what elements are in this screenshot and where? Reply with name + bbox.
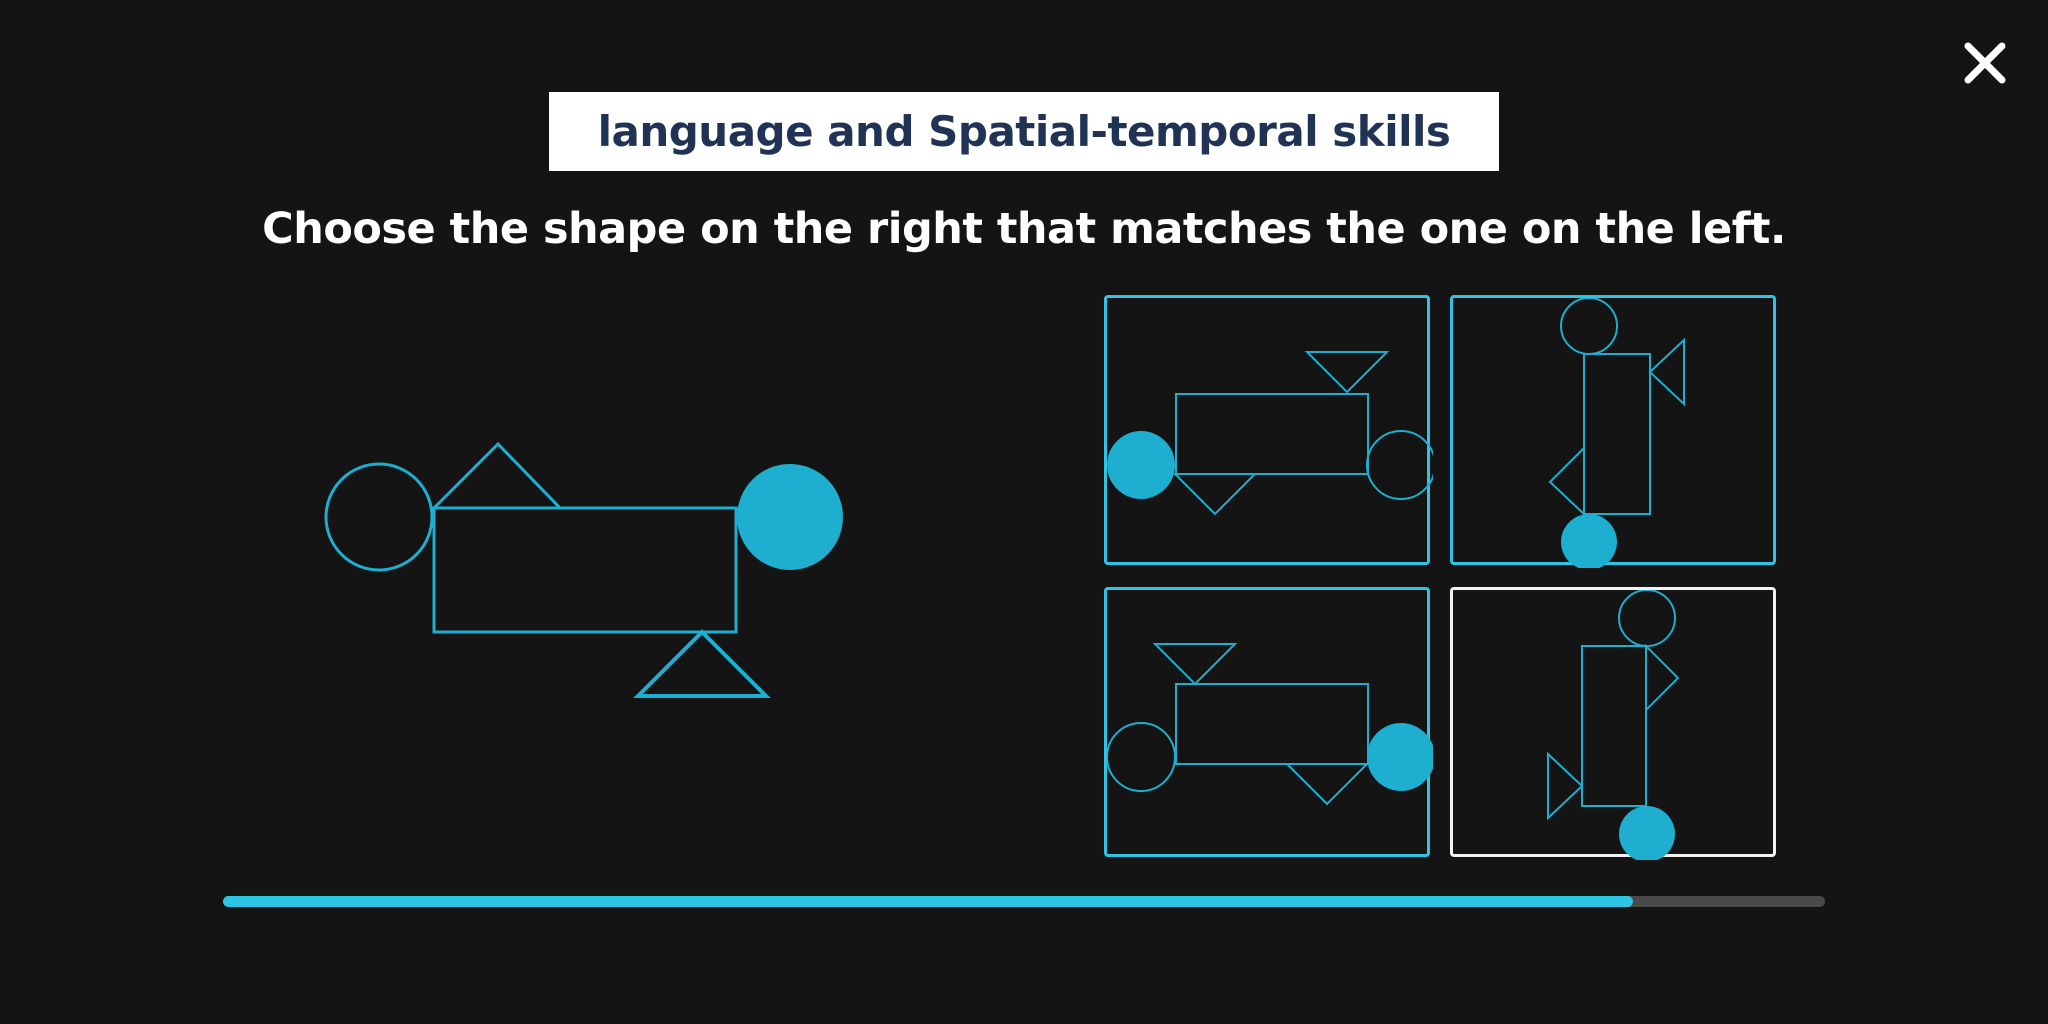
target-rectangle xyxy=(432,506,738,634)
progress-bar-fill xyxy=(223,896,1633,907)
option-4-figure xyxy=(1547,590,1680,860)
target-shape-figure xyxy=(324,441,843,698)
target-bottom-triangle xyxy=(633,629,771,698)
answer-option-3[interactable] xyxy=(1104,587,1433,857)
option-2-figure xyxy=(1548,298,1685,568)
target-hollow-circle xyxy=(324,462,434,572)
close-icon xyxy=(1964,42,2006,84)
option-3-figure xyxy=(1107,643,1433,806)
page-title: language and Spatial-temporal skills xyxy=(597,107,1451,156)
answer-option-4[interactable] xyxy=(1450,587,1776,860)
title-banner: language and Spatial-temporal skills xyxy=(549,92,1499,171)
target-filled-circle xyxy=(737,464,843,570)
target-top-triangle xyxy=(430,441,564,510)
question-prompt: Choose the shape on the right that match… xyxy=(262,204,1786,254)
answer-option-1[interactable] xyxy=(1104,295,1433,565)
close-button[interactable] xyxy=(1960,38,2010,88)
progress-bar xyxy=(223,896,1825,907)
option-1-figure xyxy=(1107,351,1433,516)
answer-option-2[interactable] xyxy=(1450,295,1776,568)
